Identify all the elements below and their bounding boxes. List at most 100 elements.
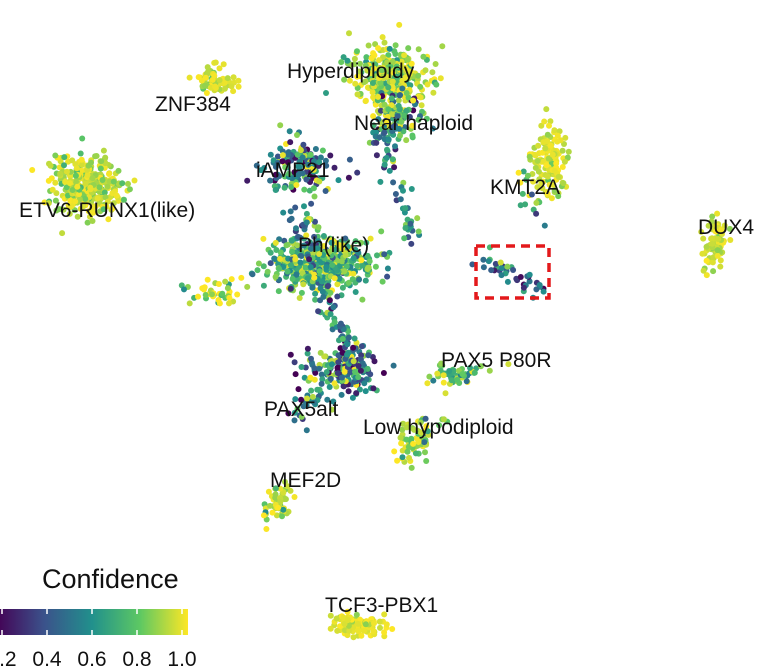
cluster-label: PAX5alt	[264, 398, 338, 421]
cell-point	[334, 281, 341, 288]
cell-point	[312, 296, 319, 303]
cell-point	[311, 365, 318, 372]
cell-point	[536, 176, 543, 183]
cell-point	[100, 147, 107, 154]
cell-point	[351, 55, 358, 62]
cell-point	[407, 220, 414, 227]
cell-point	[320, 233, 327, 239]
cell-point	[230, 88, 237, 95]
cell-point	[311, 399, 318, 406]
cell-point	[293, 271, 300, 278]
cell-point	[350, 358, 357, 365]
cell-point	[64, 168, 70, 175]
cell-point	[396, 125, 403, 132]
cell-point	[436, 422, 443, 429]
cell-point	[285, 410, 292, 417]
cell-point	[303, 219, 310, 226]
cell-point	[29, 167, 36, 173]
cell-point	[304, 350, 311, 357]
cell-point	[235, 77, 242, 84]
cell-point	[341, 620, 348, 627]
cell-point	[336, 275, 343, 282]
highlight-dashed-box	[474, 244, 551, 300]
cell-point	[408, 240, 415, 247]
cell-point	[303, 401, 310, 408]
cell-point	[269, 509, 276, 516]
cell-point	[61, 154, 68, 161]
cell-point	[403, 90, 410, 96]
cell-point	[49, 186, 56, 193]
cell-point	[327, 612, 334, 619]
cell-point	[346, 156, 353, 163]
cell-point	[312, 146, 319, 152]
cell-point	[255, 260, 262, 267]
cell-point	[201, 284, 208, 291]
cell-point	[79, 135, 86, 142]
cell-point	[272, 491, 279, 498]
cell-point	[409, 122, 416, 129]
cell-point	[52, 197, 59, 204]
cell-point	[370, 385, 377, 392]
cell-point	[497, 259, 504, 266]
cell-point	[280, 209, 287, 216]
cell-point	[110, 178, 117, 185]
cell-point	[115, 167, 122, 174]
cell-point	[258, 167, 264, 174]
cell-point	[323, 90, 329, 96]
cell-point	[378, 228, 385, 235]
cell-point	[417, 83, 424, 90]
cell-point	[319, 376, 326, 383]
cell-point	[309, 284, 316, 291]
cell-point	[317, 349, 324, 356]
cluster-label: Low hypodiploid	[363, 416, 514, 439]
cell-point	[254, 267, 261, 274]
cell-point	[369, 89, 376, 96]
cell-point	[344, 243, 351, 250]
cell-point	[403, 436, 410, 443]
cell-point	[342, 252, 349, 259]
cell-point	[238, 274, 245, 281]
cell-point	[376, 57, 382, 64]
cell-point	[714, 252, 721, 259]
cell-point	[410, 97, 417, 104]
cell-point	[334, 370, 341, 377]
cell-point	[391, 448, 398, 455]
cell-point	[253, 162, 260, 169]
cell-point	[76, 191, 82, 198]
cell-point	[712, 228, 719, 235]
cell-point	[343, 263, 350, 270]
cell-point	[121, 196, 127, 203]
cell-point	[297, 252, 304, 259]
cell-point	[698, 228, 705, 235]
cell-point	[113, 192, 120, 199]
cell-point	[404, 56, 411, 63]
legend-tick-label: 0.8	[122, 648, 151, 671]
cell-point	[344, 617, 351, 623]
cell-point	[318, 278, 325, 285]
cell-point	[286, 128, 293, 135]
cell-point	[438, 360, 445, 367]
cell-point	[700, 267, 707, 274]
cell-point	[426, 373, 433, 380]
cell-point	[498, 272, 505, 279]
cell-point	[308, 355, 314, 362]
cell-point	[260, 235, 267, 242]
cell-point	[87, 184, 94, 191]
cell-point	[408, 60, 415, 67]
cell-point	[84, 219, 91, 226]
cell-point	[345, 174, 352, 181]
cell-point	[392, 191, 399, 197]
cell-point	[429, 69, 436, 76]
cell-point	[277, 255, 283, 262]
cell-point	[312, 369, 319, 376]
cell-point	[301, 203, 307, 210]
cell-point	[726, 225, 733, 232]
cell-point	[405, 45, 412, 52]
cell-point	[422, 67, 429, 74]
cell-point	[469, 261, 476, 268]
cell-point	[410, 440, 417, 447]
cell-point	[104, 183, 111, 190]
cell-point	[358, 352, 365, 359]
cell-point	[389, 78, 396, 85]
cell-point	[244, 177, 251, 184]
